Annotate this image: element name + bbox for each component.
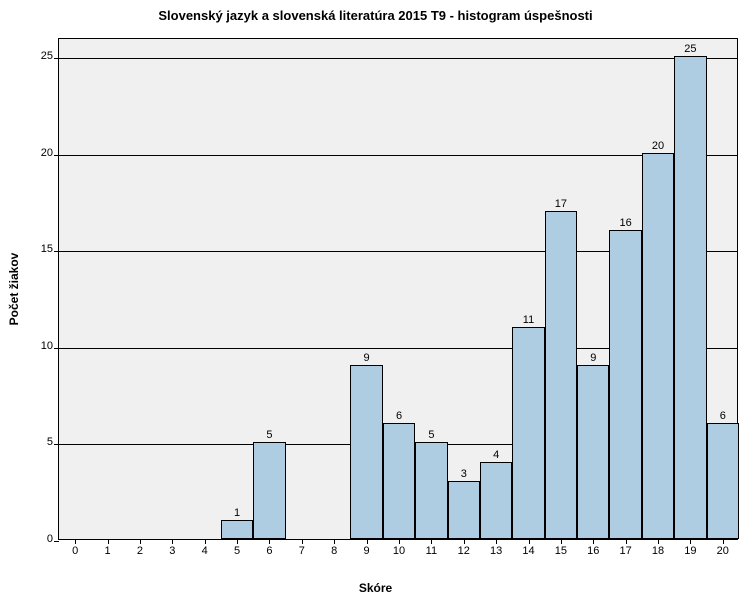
histogram-bar [350, 365, 382, 539]
y-tick-label: 20 [41, 147, 59, 159]
histogram-bar [609, 230, 641, 539]
bar-value-label: 9 [590, 352, 596, 367]
y-tick-label: 15 [41, 243, 59, 255]
y-axis-label: Počet žiakov [7, 253, 21, 326]
x-tick-label: 7 [299, 539, 305, 557]
x-tick-label: 3 [169, 539, 175, 557]
x-tick-label: 14 [522, 539, 534, 557]
x-tick-label: 12 [458, 539, 470, 557]
histogram-chart: Slovenský jazyk a slovenská literatúra 2… [0, 0, 751, 601]
bar-value-label: 11 [523, 314, 534, 329]
x-axis-label: Skóre [0, 581, 751, 595]
bar-value-label: 1 [234, 507, 240, 522]
chart-title: Slovenský jazyk a slovenská literatúra 2… [0, 8, 751, 23]
x-tick-label: 15 [555, 539, 567, 557]
x-tick-label: 8 [331, 539, 337, 557]
bar-value-label: 20 [652, 140, 664, 155]
bar-value-label: 16 [620, 217, 632, 232]
histogram-bar [577, 365, 609, 539]
x-tick-label: 11 [426, 539, 437, 557]
bar-value-label: 5 [266, 429, 272, 444]
histogram-bar [221, 520, 253, 539]
bar-value-label: 3 [461, 468, 467, 483]
x-tick-label: 16 [587, 539, 599, 557]
bar-value-label: 25 [684, 43, 696, 58]
x-tick-label: 19 [684, 539, 696, 557]
bar-value-label: 5 [428, 429, 434, 444]
bar-value-label: 4 [493, 449, 499, 464]
y-tick-label: 25 [41, 50, 59, 62]
histogram-bar [383, 423, 415, 539]
x-tick-label: 4 [202, 539, 208, 557]
gridline [59, 155, 737, 156]
x-tick-label: 20 [717, 539, 729, 557]
plot-area: 0510152025012345678910111213141516171819… [58, 38, 738, 540]
histogram-bar [642, 153, 674, 539]
x-tick-label: 13 [490, 539, 502, 557]
y-tick-label: 5 [47, 436, 59, 448]
histogram-bar [674, 56, 706, 539]
x-tick-label: 6 [266, 539, 272, 557]
bar-value-label: 17 [555, 198, 567, 213]
bar-value-label: 6 [396, 410, 402, 425]
x-tick-label: 0 [72, 539, 78, 557]
x-tick-label: 5 [234, 539, 240, 557]
x-tick-label: 1 [105, 539, 111, 557]
y-tick-label: 10 [41, 340, 59, 352]
histogram-bar [545, 211, 577, 539]
gridline [59, 58, 737, 59]
histogram-bar [415, 442, 447, 539]
x-tick-label: 18 [652, 539, 664, 557]
x-tick-label: 2 [137, 539, 143, 557]
histogram-bar [253, 442, 285, 539]
histogram-bar [448, 481, 480, 539]
x-tick-label: 17 [620, 539, 632, 557]
x-tick-label: 10 [393, 539, 405, 557]
bar-value-label: 6 [720, 410, 726, 425]
y-tick-label: 0 [47, 533, 59, 545]
histogram-bar [707, 423, 739, 539]
bar-value-label: 9 [364, 352, 370, 367]
histogram-bar [512, 327, 544, 539]
histogram-bar [480, 462, 512, 539]
x-tick-label: 9 [364, 539, 370, 557]
